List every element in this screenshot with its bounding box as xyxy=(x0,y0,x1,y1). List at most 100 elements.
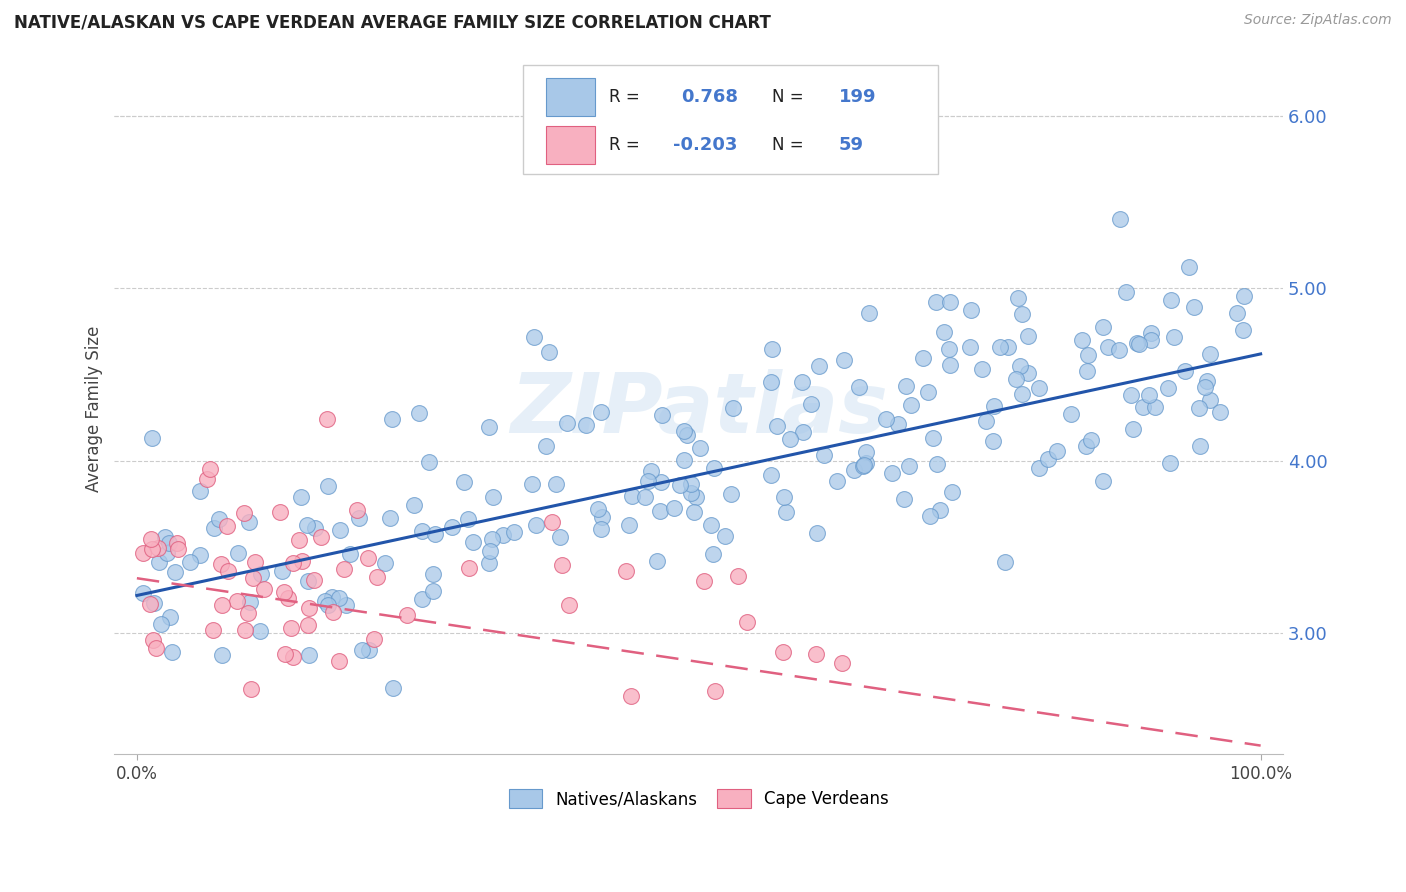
Point xyxy=(617,517,640,532)
Point xyxy=(983,434,1005,448)
Point xyxy=(453,475,475,490)
Point xyxy=(333,562,356,576)
Point xyxy=(1097,340,1119,354)
Point xyxy=(283,650,305,665)
Point xyxy=(155,546,177,560)
Point xyxy=(720,487,742,501)
Point xyxy=(702,460,724,475)
Point xyxy=(211,648,233,662)
Point xyxy=(132,545,155,559)
Text: ZIPatlas: ZIPatlas xyxy=(510,368,887,450)
Point xyxy=(411,524,433,539)
Point xyxy=(239,681,262,696)
Point xyxy=(211,599,233,613)
Point xyxy=(983,399,1005,413)
Point xyxy=(1233,288,1256,302)
Point xyxy=(335,598,357,612)
Point xyxy=(523,330,546,344)
Point xyxy=(250,567,273,582)
Point xyxy=(1195,374,1218,388)
Point xyxy=(425,527,447,541)
Point xyxy=(586,502,609,516)
Point xyxy=(297,574,319,588)
Point xyxy=(346,503,368,517)
Point xyxy=(875,412,897,426)
Point xyxy=(925,457,948,471)
Point xyxy=(188,484,211,499)
Point xyxy=(418,455,440,469)
Point xyxy=(226,594,249,608)
Point xyxy=(1017,329,1039,343)
Point xyxy=(273,585,295,599)
Point xyxy=(766,419,789,434)
Point xyxy=(1188,401,1211,415)
Point xyxy=(621,490,644,504)
Point xyxy=(1178,260,1201,274)
Point xyxy=(855,456,877,470)
Point xyxy=(1160,293,1182,307)
Point xyxy=(440,520,463,534)
Point xyxy=(141,431,163,445)
Point xyxy=(1139,333,1161,347)
Point xyxy=(366,569,388,583)
Point xyxy=(277,591,299,606)
Point xyxy=(280,621,302,635)
Point xyxy=(972,362,994,376)
Point xyxy=(1007,291,1029,305)
Point xyxy=(179,555,201,569)
Point xyxy=(825,475,848,489)
Point xyxy=(479,543,502,558)
Point xyxy=(239,595,262,609)
Bar xyxy=(546,78,595,116)
Point xyxy=(242,571,264,585)
Point xyxy=(1011,387,1033,401)
Point xyxy=(253,582,276,597)
Point xyxy=(1157,381,1180,395)
Point xyxy=(534,439,557,453)
Point xyxy=(422,567,444,582)
Point xyxy=(648,504,671,518)
Point xyxy=(1194,380,1216,394)
Point xyxy=(699,517,721,532)
Point xyxy=(352,642,374,657)
Point xyxy=(1128,336,1150,351)
Point xyxy=(357,643,380,657)
Point xyxy=(1199,347,1222,361)
Point xyxy=(1159,457,1181,471)
Point xyxy=(714,529,737,543)
Point xyxy=(1232,323,1254,337)
Point xyxy=(149,617,172,632)
Text: 199: 199 xyxy=(839,87,876,106)
Point xyxy=(634,490,657,504)
Point xyxy=(1144,400,1167,414)
Text: 59: 59 xyxy=(839,136,865,154)
Point xyxy=(233,506,256,520)
Point xyxy=(1125,335,1147,350)
Point xyxy=(195,472,218,486)
Point xyxy=(759,375,782,389)
Bar xyxy=(546,126,595,164)
Point xyxy=(316,412,339,426)
Point xyxy=(932,325,955,339)
Text: 0.768: 0.768 xyxy=(682,87,738,106)
Point xyxy=(492,527,515,541)
Text: NATIVE/ALASKAN VS CAPE VERDEAN AVERAGE FAMILY SIZE CORRELATION CHART: NATIVE/ALASKAN VS CAPE VERDEAN AVERAGE F… xyxy=(14,13,770,31)
Point xyxy=(374,556,396,570)
Point xyxy=(238,515,260,529)
Point xyxy=(411,591,433,606)
Point xyxy=(541,515,564,529)
Point xyxy=(893,491,915,506)
Point xyxy=(721,401,744,416)
Point xyxy=(314,594,336,608)
Point xyxy=(309,530,332,544)
Point xyxy=(693,574,716,588)
Point xyxy=(298,648,321,662)
Point xyxy=(316,599,339,613)
Point xyxy=(167,541,190,556)
Point xyxy=(683,505,706,519)
Point xyxy=(1080,433,1102,447)
Point xyxy=(900,398,922,412)
Point xyxy=(478,420,501,434)
Point xyxy=(1199,392,1222,407)
Point xyxy=(1046,444,1069,458)
